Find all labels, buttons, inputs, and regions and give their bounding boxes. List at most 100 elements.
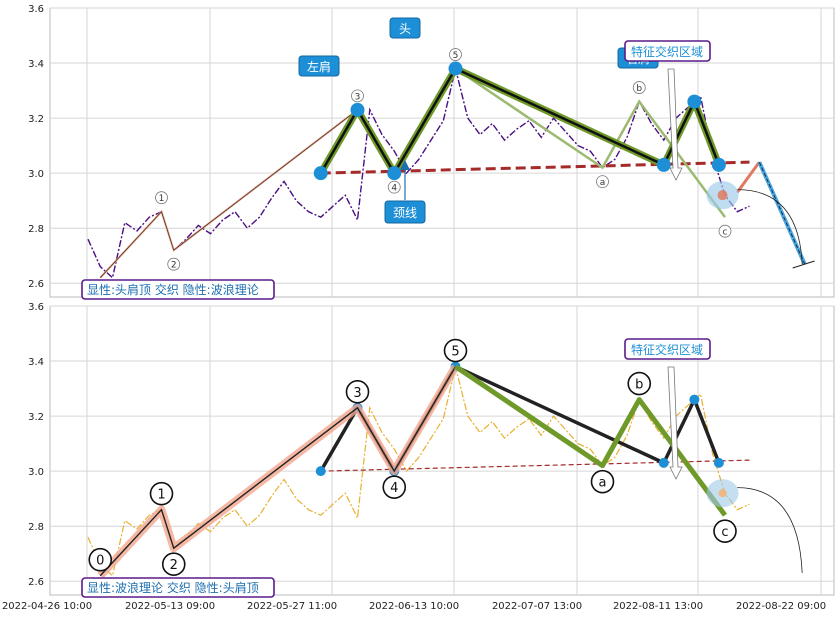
shoulder-hidden-point xyxy=(713,457,724,468)
projection-down-core xyxy=(758,161,806,265)
shoulder-point xyxy=(350,102,365,117)
top-annotations: 左肩 头 右肩 颈线 特征交织区域 显性:头肩顶 交织 隐性:波浪理论 xyxy=(81,17,711,300)
wave-marker-label: 1 xyxy=(159,194,165,204)
wave-marker-circle xyxy=(161,552,186,577)
wave-marker-label: 4 xyxy=(391,184,397,194)
forecast-arrow xyxy=(737,189,803,264)
bottom-annotations: 特征交织区域 显性:波浪理论 交织 隐性:头肩顶 xyxy=(81,338,711,598)
y-tick-label: 2.8 xyxy=(28,224,44,235)
wave-marker-circle xyxy=(88,547,113,572)
y-tick-label: 3.6 xyxy=(28,302,44,313)
wave-marker-circle xyxy=(718,224,732,238)
wave-hidden-abc xyxy=(454,67,727,218)
y-tick-label: 3.0 xyxy=(28,169,44,180)
wave-marker-circle xyxy=(443,338,468,363)
price-series-line xyxy=(87,68,750,280)
x-tick-label: 2022-06-13 10:00 xyxy=(369,601,459,612)
shoulder-point xyxy=(313,166,328,181)
top-caption-box xyxy=(81,279,275,300)
wave-marker-label: 2 xyxy=(171,261,177,271)
x-tick-label: 2022-05-27 11:00 xyxy=(247,601,337,612)
wave-marker-label: c xyxy=(721,525,728,540)
wave-marker-circle xyxy=(155,191,168,205)
wave-marker-label: b xyxy=(635,378,643,393)
top-caption: 显性:头肩顶 交织 隐性:波浪理论 xyxy=(87,282,259,297)
wave-marker-label: 2 xyxy=(170,558,178,573)
projection-up xyxy=(736,161,761,194)
bottom-panel: 2.6 2.8 3.0 3.2 3.4 3.6 0 1 2 3 4 5 a b c xyxy=(28,302,835,596)
wave-pattern-core xyxy=(99,366,457,577)
wave-marker-label: 1 xyxy=(157,488,165,503)
head-box xyxy=(389,17,421,39)
x-axis-tick-labels: 2022-04-26 10:00 2022-05-13 09:00 2022-0… xyxy=(2,601,826,612)
x-tick-label: 2022-08-22 09:00 xyxy=(736,601,826,612)
neckline-box xyxy=(384,200,426,224)
wave-marker-circle xyxy=(449,48,462,61)
wave-abc-line xyxy=(454,364,728,517)
shoulder-point xyxy=(687,94,702,109)
bottom-zone-arrow xyxy=(667,366,683,480)
shoulder-point xyxy=(448,61,463,76)
feature-zone-core xyxy=(718,489,727,498)
neckline-pointer-head xyxy=(400,160,410,170)
wave-marker-label: c xyxy=(723,228,728,238)
left-shoulder-label: 左肩 xyxy=(307,59,331,74)
y-tick-label: 3.6 xyxy=(28,4,44,15)
wave-marker-label: 0 xyxy=(96,554,104,569)
wave-marker-label: 3 xyxy=(355,92,361,102)
wave-marker-circle xyxy=(387,180,401,194)
wave-marker-label: 5 xyxy=(451,345,459,360)
y-tick-label: 3.2 xyxy=(28,412,44,423)
x-tick-label: 2022-08-11 13:00 xyxy=(613,601,703,612)
y-tick-label: 3.2 xyxy=(28,114,44,125)
projection-target-tick xyxy=(792,260,815,269)
wave-marker-label: 4 xyxy=(390,481,398,496)
head-label: 头 xyxy=(399,22,411,36)
wave-marker-circle xyxy=(596,175,609,189)
wave-hidden-core xyxy=(99,109,358,278)
shoulder-hidden-point xyxy=(689,394,700,405)
bottom-caption: 显性:波浪理论 交织 隐性:头肩顶 xyxy=(87,580,259,595)
y-tick-label: 2.8 xyxy=(28,522,44,533)
top-zone-label: 特征交织区域 xyxy=(631,44,703,59)
wave-marker-circle xyxy=(149,481,174,506)
wave-marker-label: b xyxy=(636,84,642,94)
y-tick-label: 2.6 xyxy=(28,279,44,290)
wave-marker-label: a xyxy=(599,476,607,491)
forecast-arrow xyxy=(737,487,803,573)
shoulder-point xyxy=(387,166,402,181)
neckline-label: 颈线 xyxy=(393,206,417,220)
wave-marker-circle xyxy=(382,475,407,499)
feature-zone-core xyxy=(717,190,728,201)
shoulder-hidden-point xyxy=(658,457,669,468)
wave-marker-circle xyxy=(627,371,652,396)
y-tick-label: 2.6 xyxy=(28,577,44,588)
bottom-zone-label: 特征交织区域 xyxy=(631,342,703,357)
wave-marker-label: 5 xyxy=(453,51,459,61)
y-tick-label: 3.4 xyxy=(28,357,44,368)
x-tick-label: 2022-07-07 13:00 xyxy=(492,601,582,612)
bottom-caption-box xyxy=(81,577,275,598)
wave-marker-circle xyxy=(345,380,370,404)
neckline xyxy=(320,160,750,175)
y-tick-label: 3.0 xyxy=(28,467,44,478)
bottom-zone-box xyxy=(624,338,711,360)
wave-marker-label: 3 xyxy=(353,386,361,401)
wave-marker-circle xyxy=(713,519,737,543)
top-zone-arrow xyxy=(667,68,683,181)
price-series-line xyxy=(87,366,750,577)
wave-marker-label: a xyxy=(600,178,606,188)
shoulder-hidden-point xyxy=(315,466,326,477)
wave-marker-circle xyxy=(632,81,646,94)
plot-frame xyxy=(49,305,835,596)
x-tick-label: 2022-04-26 10:00 xyxy=(2,601,92,612)
wave-marker-circle xyxy=(351,89,364,103)
wave-marker-circle xyxy=(590,469,615,494)
shoulder-point xyxy=(711,157,726,172)
left-shoulder-box xyxy=(298,55,340,77)
y-tick-label: 3.4 xyxy=(28,59,44,70)
wave-marker-circle xyxy=(167,257,181,271)
top-zone-box xyxy=(624,40,711,62)
